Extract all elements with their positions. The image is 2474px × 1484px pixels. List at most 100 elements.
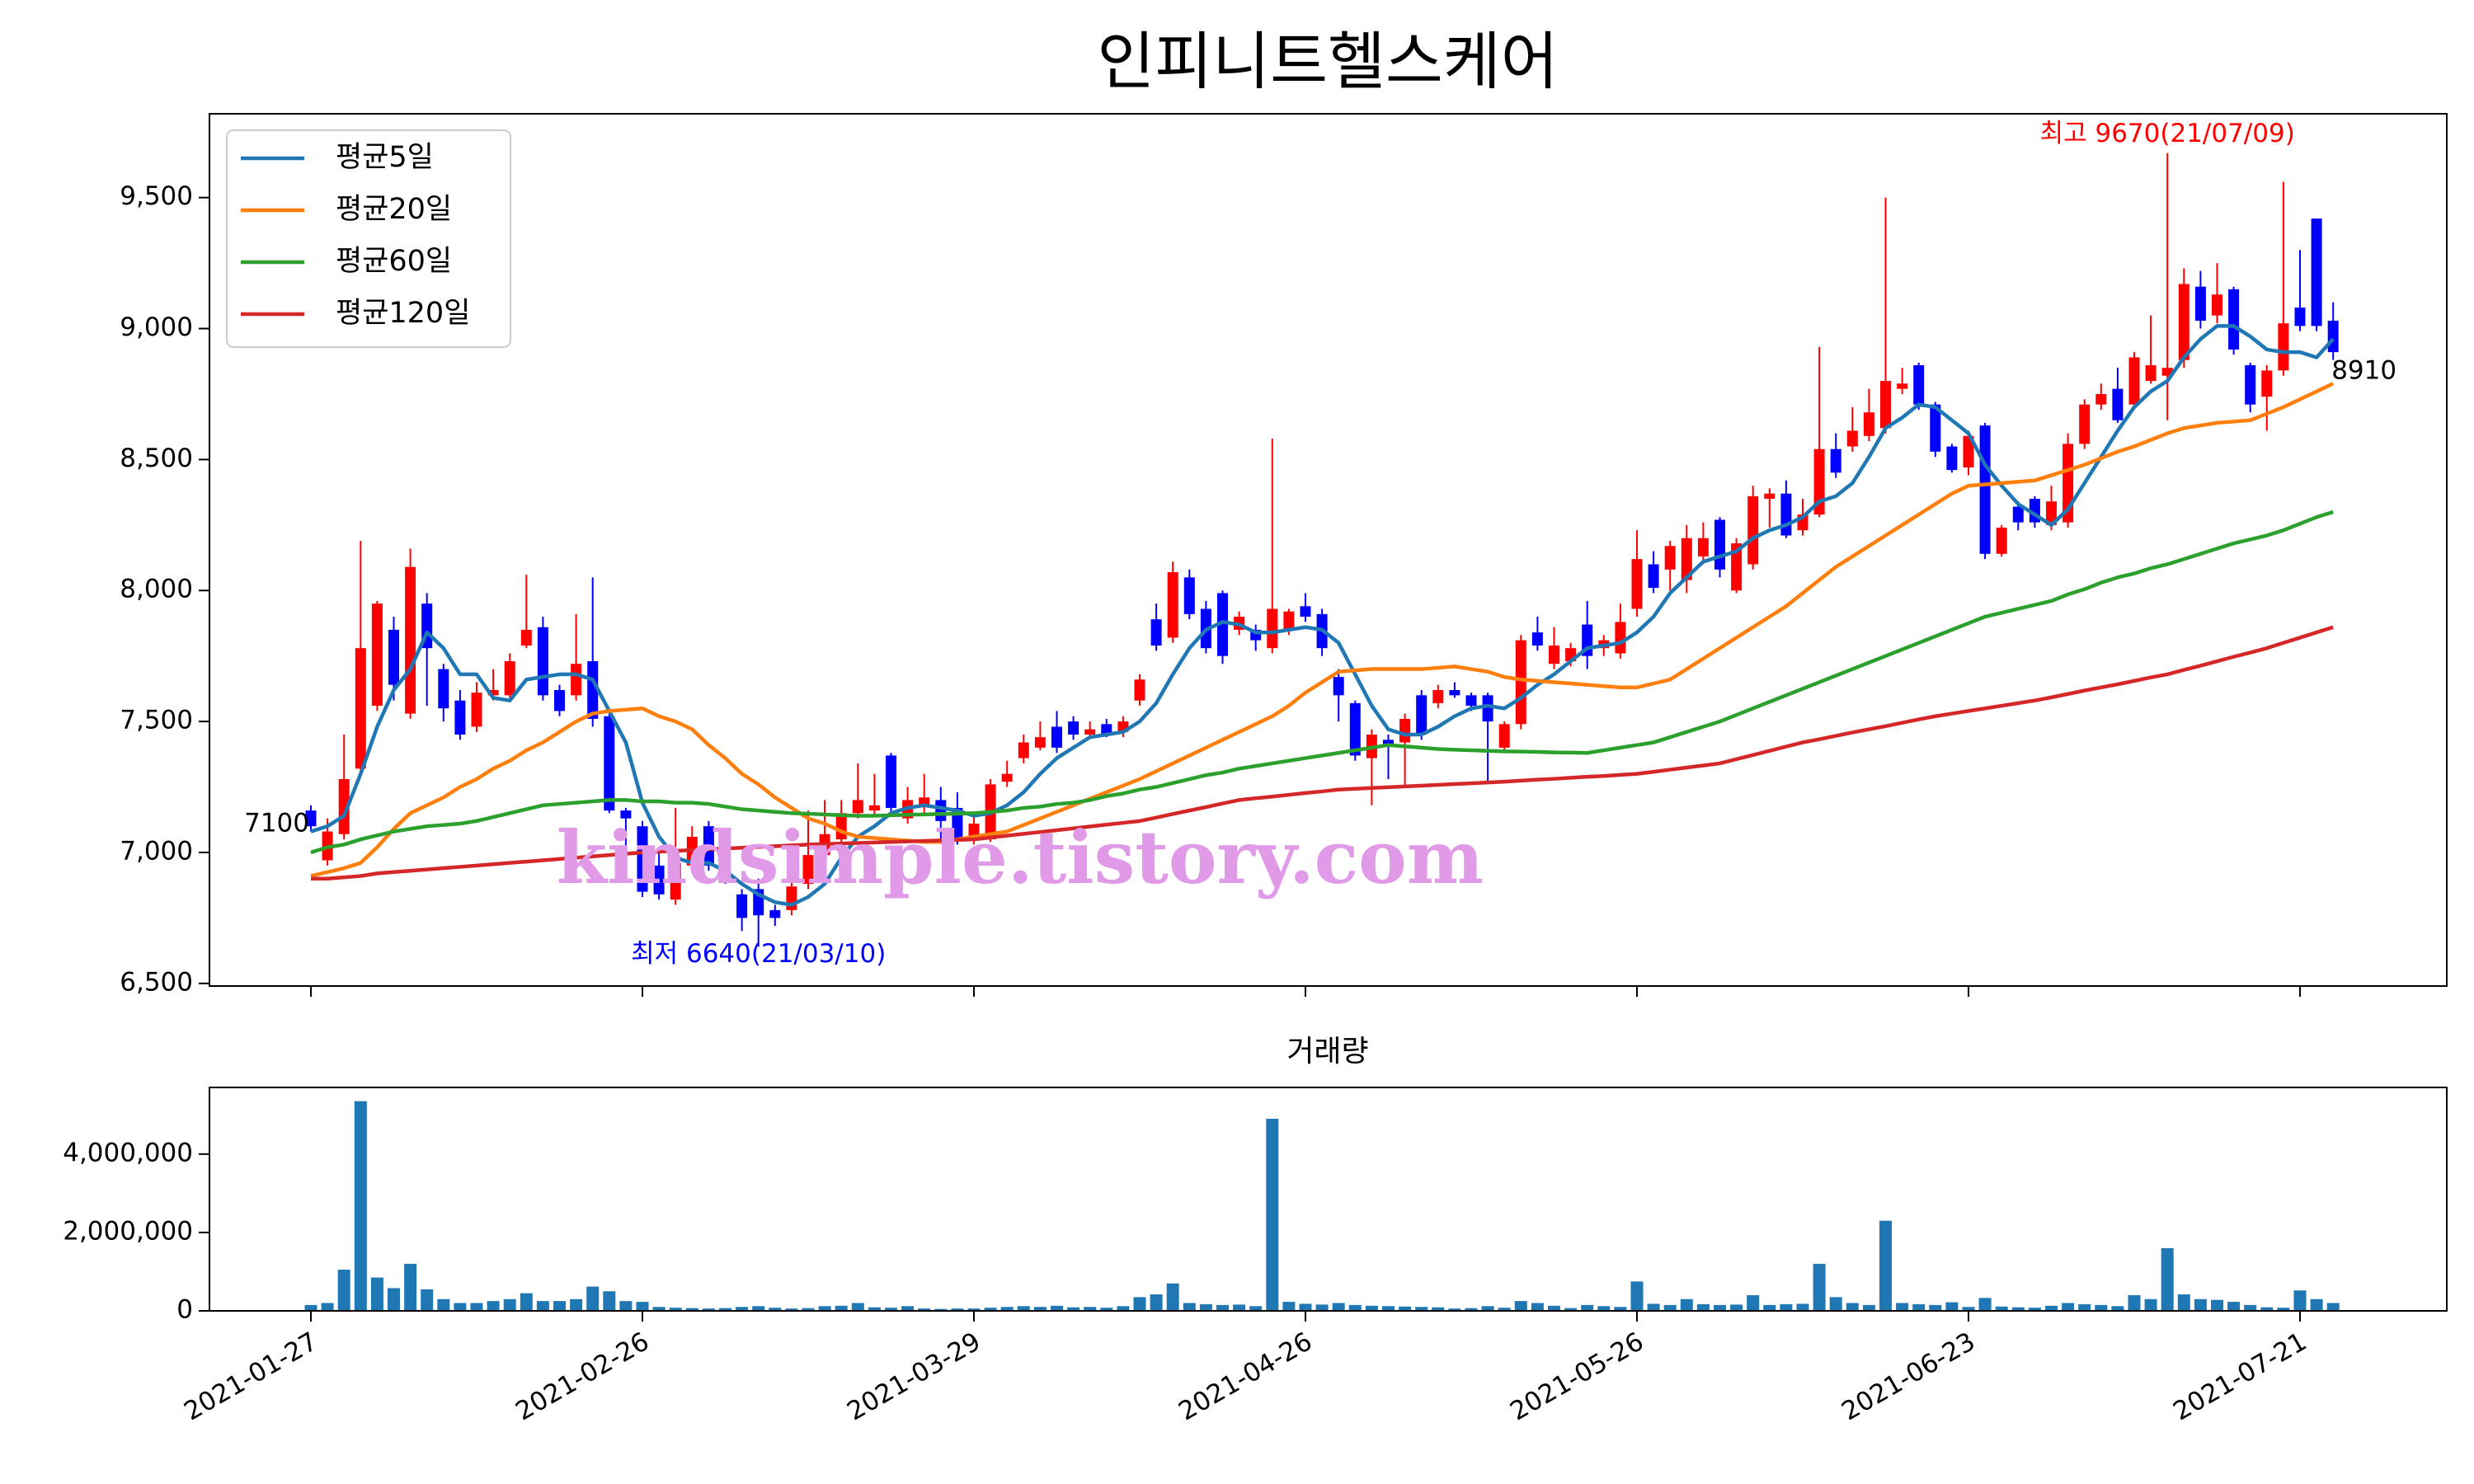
volume-bar xyxy=(851,1303,864,1311)
candle-body xyxy=(355,648,366,769)
candle-body xyxy=(1697,538,1709,556)
ma-line xyxy=(310,382,2335,878)
volume-bar xyxy=(1780,1303,1793,1311)
candle-body xyxy=(471,693,482,727)
volume-bar xyxy=(636,1302,649,1311)
volume-bar xyxy=(1432,1307,1445,1311)
volume-bar xyxy=(1548,1305,1560,1311)
volume-bar xyxy=(1597,1306,1611,1311)
candle-body xyxy=(1482,695,1493,722)
volume-bar xyxy=(487,1301,500,1311)
volume-bar xyxy=(2144,1298,2157,1311)
volume-bar xyxy=(1033,1307,1047,1311)
volume-bar xyxy=(337,1270,350,1311)
candle-body xyxy=(1780,493,1792,536)
candle-body xyxy=(438,669,449,709)
low-label: 최저 6640(21/03/10) xyxy=(631,939,886,969)
volume-bar xyxy=(802,1308,815,1311)
volume-bar xyxy=(1117,1306,1130,1311)
candle-body xyxy=(919,797,930,805)
volume-bar xyxy=(2227,1302,2241,1311)
candle-body xyxy=(371,603,383,707)
candle-body xyxy=(604,716,615,811)
candle-body xyxy=(2228,289,2240,350)
volume-bar xyxy=(1747,1294,1760,1311)
volume-bar xyxy=(1714,1304,1726,1311)
candle-body xyxy=(703,826,714,866)
candle-body xyxy=(1515,640,1526,725)
volume-bar xyxy=(719,1308,731,1311)
candle-body xyxy=(520,629,532,646)
volume-bar xyxy=(1382,1306,1395,1311)
volume-bar xyxy=(1266,1119,1279,1311)
candle-body xyxy=(1846,430,1858,447)
candle-body xyxy=(2278,323,2289,371)
start-label: 7100 xyxy=(244,809,309,838)
volume-bar xyxy=(1183,1303,1196,1311)
volume-bar xyxy=(934,1308,948,1311)
volume-bar xyxy=(354,1101,367,1311)
volume-bar xyxy=(918,1308,931,1311)
candle-body xyxy=(637,826,648,892)
volume-title: 거래량 xyxy=(1286,1035,1368,1068)
volume-bar xyxy=(702,1308,715,1311)
volume-bar xyxy=(603,1291,616,1311)
candle-body xyxy=(1880,381,1891,429)
volume-bar xyxy=(1531,1303,1544,1311)
candle-body xyxy=(1731,543,1743,591)
y-tick-label: 7,500 xyxy=(120,706,193,735)
volume-y-tick-label: 4,000,000 xyxy=(63,1138,193,1167)
volume-bar xyxy=(1100,1308,1113,1311)
candle-body xyxy=(1383,740,1394,745)
candle-body xyxy=(1813,448,1825,515)
volume-bar xyxy=(901,1306,915,1311)
volume-bar xyxy=(388,1288,400,1311)
volume-bar xyxy=(1365,1305,1378,1311)
volume-bar xyxy=(1000,1307,1014,1311)
volume-bar xyxy=(1166,1283,1179,1311)
candle-body xyxy=(1897,383,1908,389)
volume-bar xyxy=(1581,1304,1594,1311)
volume-bar xyxy=(1663,1304,1677,1311)
volume-bar xyxy=(1415,1307,1428,1311)
volume-bar xyxy=(967,1308,981,1311)
volume-bar xyxy=(818,1306,831,1311)
volume-bar xyxy=(2028,1308,2041,1311)
volume-bar xyxy=(1084,1307,1097,1311)
candle-body xyxy=(1051,726,1062,748)
volume-bar xyxy=(835,1305,848,1311)
y-tick-label: 8,000 xyxy=(120,575,193,604)
candle-body xyxy=(1449,689,1460,696)
candle-body xyxy=(1333,677,1344,696)
volume-bar xyxy=(1051,1305,1063,1311)
candle-body xyxy=(1946,446,1958,471)
ma-line xyxy=(310,324,2335,907)
volume-bar xyxy=(470,1303,483,1311)
candle-body xyxy=(2261,370,2273,397)
candle-body xyxy=(1664,546,1676,570)
volume-bar xyxy=(1465,1308,1478,1311)
candle-body xyxy=(1034,737,1046,748)
ma-line xyxy=(310,510,2334,855)
candle-body xyxy=(1217,593,1228,656)
candle-body xyxy=(868,805,880,811)
volume-bar xyxy=(868,1307,881,1311)
legend-label: 평균120일 xyxy=(336,297,470,330)
candle-body xyxy=(537,627,548,696)
volume-bar xyxy=(1233,1304,1246,1311)
candle-body xyxy=(1084,729,1096,735)
volume-bar xyxy=(2326,1303,2340,1311)
volume-bar xyxy=(669,1308,682,1311)
volume-bar xyxy=(2062,1303,2075,1311)
candle-body xyxy=(1764,493,1776,500)
candle-body xyxy=(1979,425,1991,554)
volume-bar xyxy=(553,1301,566,1311)
chart-title: 인피니트헬스케어 xyxy=(1097,25,1558,98)
volume-bar xyxy=(1564,1308,1578,1311)
volume-bar xyxy=(1929,1304,1942,1311)
volume-bar xyxy=(2260,1307,2274,1311)
candle-body xyxy=(571,664,582,696)
watermark: kindsimple.tistory.com xyxy=(557,815,1484,900)
legend-label: 평균20일 xyxy=(336,193,452,226)
volume-bar xyxy=(1763,1304,1776,1311)
